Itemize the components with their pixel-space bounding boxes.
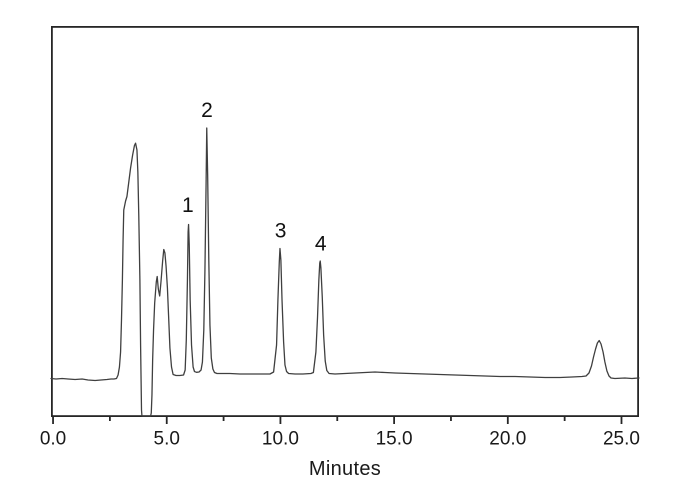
- x-axis-title: Minutes: [308, 458, 382, 480]
- plot-border: [51, 25, 640, 418]
- x-tick-label: 15.0: [376, 429, 413, 450]
- peak-label-3: 3: [275, 220, 287, 243]
- chromatogram-trace: [50, 127, 640, 417]
- x-tick-label: 25.0: [603, 429, 640, 450]
- x-tick-label: 10.0: [262, 429, 299, 450]
- x-tick-label: 5.0: [154, 429, 180, 450]
- peak-label-2: 2: [201, 99, 213, 122]
- peak-label-1: 1: [182, 194, 194, 217]
- x-tick-label: 20.0: [489, 429, 526, 450]
- x-tick-label: 0.0: [40, 429, 66, 450]
- peak-label-4: 4: [315, 233, 327, 256]
